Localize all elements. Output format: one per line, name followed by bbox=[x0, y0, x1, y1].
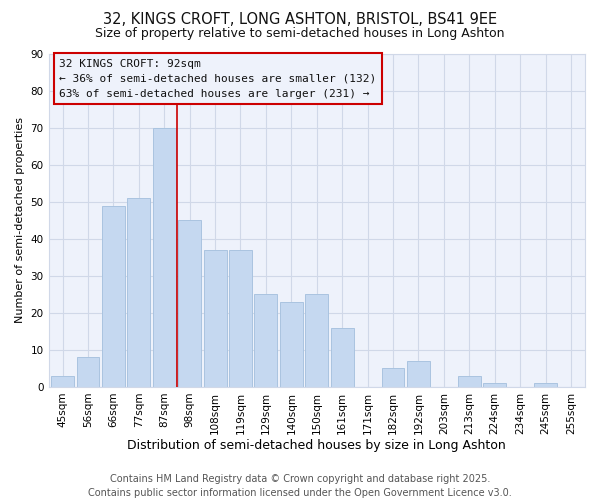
Bar bbox=[484, 384, 506, 387]
Bar bbox=[407, 361, 430, 387]
Bar bbox=[280, 302, 303, 387]
Y-axis label: Number of semi-detached properties: Number of semi-detached properties bbox=[15, 118, 25, 324]
Bar bbox=[127, 198, 150, 387]
Bar bbox=[331, 328, 353, 387]
Text: Size of property relative to semi-detached houses in Long Ashton: Size of property relative to semi-detach… bbox=[95, 28, 505, 40]
Bar bbox=[178, 220, 201, 387]
Text: 32, KINGS CROFT, LONG ASHTON, BRISTOL, BS41 9EE: 32, KINGS CROFT, LONG ASHTON, BRISTOL, B… bbox=[103, 12, 497, 28]
Bar bbox=[534, 384, 557, 387]
Bar bbox=[51, 376, 74, 387]
Bar bbox=[254, 294, 277, 387]
Bar bbox=[102, 206, 125, 387]
Text: 32 KINGS CROFT: 92sqm
← 36% of semi-detached houses are smaller (132)
63% of sem: 32 KINGS CROFT: 92sqm ← 36% of semi-deta… bbox=[59, 59, 377, 98]
Bar bbox=[153, 128, 176, 387]
Bar bbox=[77, 358, 100, 387]
Text: Contains HM Land Registry data © Crown copyright and database right 2025.
Contai: Contains HM Land Registry data © Crown c… bbox=[88, 474, 512, 498]
Bar bbox=[305, 294, 328, 387]
Bar bbox=[203, 250, 227, 387]
X-axis label: Distribution of semi-detached houses by size in Long Ashton: Distribution of semi-detached houses by … bbox=[127, 440, 506, 452]
Bar bbox=[458, 376, 481, 387]
Bar bbox=[382, 368, 404, 387]
Bar bbox=[229, 250, 252, 387]
